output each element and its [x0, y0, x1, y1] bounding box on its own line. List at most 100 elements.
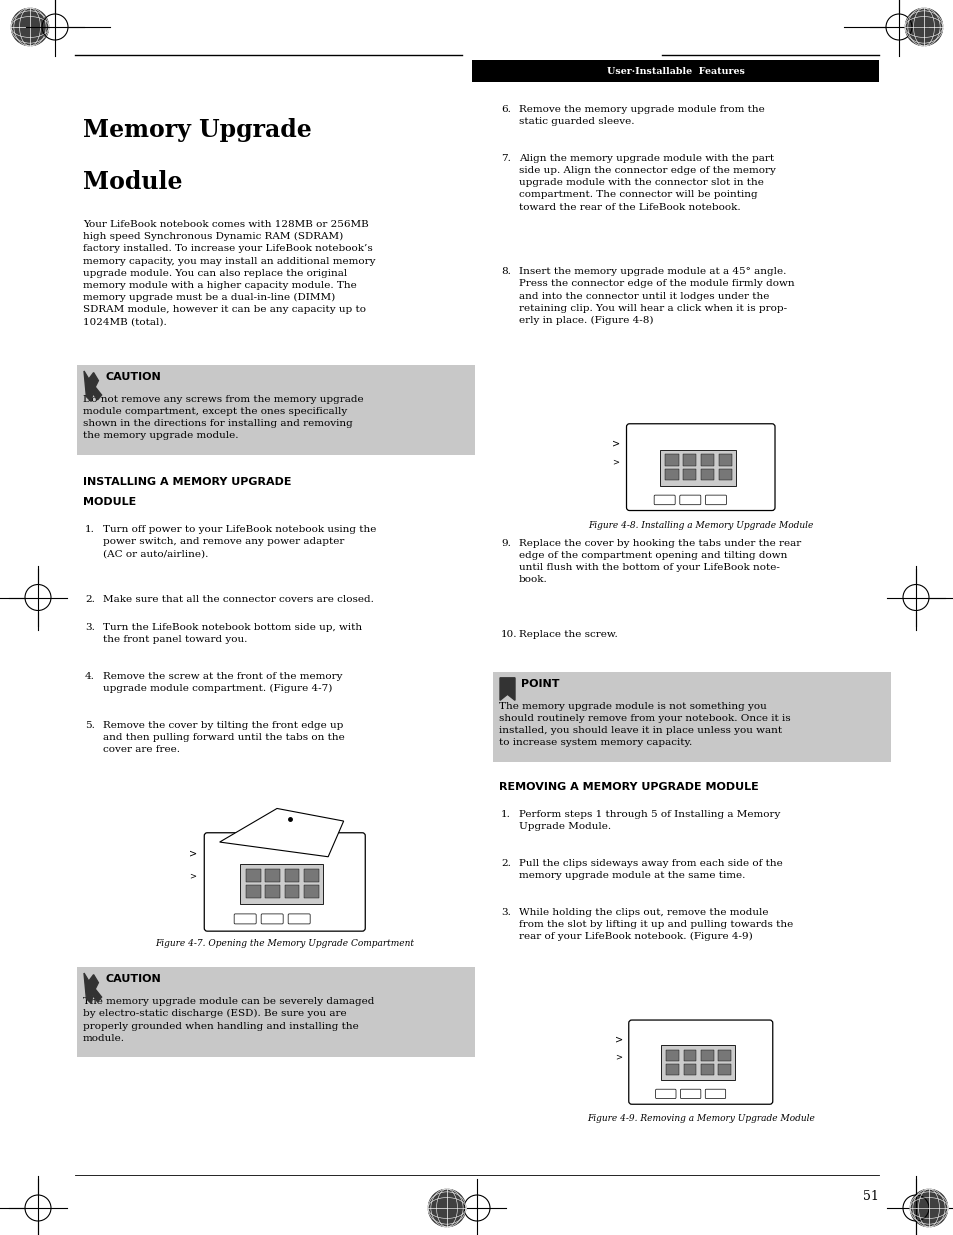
Text: 6.: 6.: [500, 105, 511, 114]
Bar: [664, 469, 678, 480]
Bar: [265, 869, 279, 882]
Text: Insert the memory upgrade module at a 45° angle.
Press the connector edge of the: Insert the memory upgrade module at a 45…: [518, 267, 794, 325]
Text: INSTALLING A MEMORY UPGRADE: INSTALLING A MEMORY UPGRADE: [83, 477, 292, 487]
Text: Memory Upgrade: Memory Upgrade: [83, 119, 312, 142]
Text: >: >: [615, 1052, 621, 1062]
Text: Turn the LifeBook notebook bottom side up, with
the front panel toward you.: Turn the LifeBook notebook bottom side u…: [103, 622, 362, 643]
FancyBboxPatch shape: [704, 495, 725, 505]
Text: 5.: 5.: [85, 721, 94, 730]
Text: >: >: [189, 848, 196, 858]
Text: Remove the screw at the front of the memory
upgrade module compartment. (Figure : Remove the screw at the front of the mem…: [103, 672, 342, 693]
Circle shape: [428, 1189, 465, 1228]
FancyBboxPatch shape: [628, 1020, 772, 1104]
Text: The memory upgrade module can be severely damaged
by electro-static discharge (E: The memory upgrade module can be severel…: [83, 997, 374, 1042]
Text: Perform steps 1 through 5 of Installing a Memory
Upgrade Module.: Perform steps 1 through 5 of Installing …: [518, 810, 780, 831]
FancyBboxPatch shape: [659, 450, 735, 485]
Text: Figure 4-8. Installing a Memory Upgrade Module: Figure 4-8. Installing a Memory Upgrade …: [587, 520, 813, 530]
Polygon shape: [84, 973, 101, 1004]
Text: Your LifeBook notebook comes with 128MB or 256MB
high speed Synchronous Dynamic : Your LifeBook notebook comes with 128MB …: [83, 220, 375, 326]
FancyBboxPatch shape: [704, 1089, 725, 1099]
FancyBboxPatch shape: [493, 672, 890, 762]
Bar: [700, 1063, 713, 1074]
Polygon shape: [84, 370, 101, 401]
Text: While holding the clips out, remove the module
from the slot by lifting it up an: While holding the clips out, remove the …: [518, 908, 792, 941]
Bar: [265, 885, 279, 898]
Text: 9.: 9.: [500, 538, 511, 547]
FancyBboxPatch shape: [240, 864, 323, 904]
FancyBboxPatch shape: [233, 914, 256, 924]
Bar: [718, 454, 731, 466]
Bar: [246, 885, 260, 898]
FancyBboxPatch shape: [626, 424, 774, 510]
Bar: [284, 869, 299, 882]
Text: >: >: [615, 1035, 622, 1045]
Bar: [284, 885, 299, 898]
Text: Figure 4-9. Removing a Memory Upgrade Module: Figure 4-9. Removing a Memory Upgrade Mo…: [586, 1114, 814, 1123]
Text: User·Installable  Features: User·Installable Features: [606, 67, 743, 75]
Bar: [304, 869, 318, 882]
Circle shape: [909, 1189, 947, 1228]
Bar: [718, 1063, 730, 1074]
Text: >: >: [612, 438, 619, 448]
Bar: [700, 454, 714, 466]
FancyBboxPatch shape: [655, 1089, 676, 1099]
Bar: [718, 1050, 730, 1061]
Bar: [665, 1063, 679, 1074]
FancyBboxPatch shape: [288, 914, 310, 924]
Text: 1.: 1.: [500, 810, 511, 819]
Text: CAUTION: CAUTION: [105, 974, 161, 984]
Text: >: >: [612, 457, 618, 467]
Text: CAUTION: CAUTION: [105, 372, 161, 382]
FancyBboxPatch shape: [77, 366, 475, 454]
Text: Pull the clips sideways away from each side of the
memory upgrade module at the : Pull the clips sideways away from each s…: [518, 858, 781, 879]
Text: MODULE: MODULE: [83, 496, 136, 508]
Text: Replace the cover by hooking the tabs under the rear
edge of the compartment ope: Replace the cover by hooking the tabs un…: [518, 538, 801, 584]
Circle shape: [904, 7, 942, 46]
FancyBboxPatch shape: [679, 1089, 700, 1099]
FancyBboxPatch shape: [261, 914, 283, 924]
Text: 3.: 3.: [500, 908, 511, 916]
FancyBboxPatch shape: [204, 832, 365, 931]
Text: Remove the memory upgrade module from the
static guarded sleeve.: Remove the memory upgrade module from th…: [518, 105, 764, 126]
Text: 1.: 1.: [85, 525, 94, 534]
Text: 2.: 2.: [85, 595, 94, 604]
Bar: [246, 869, 260, 882]
Text: 51: 51: [862, 1191, 878, 1203]
Bar: [682, 1050, 696, 1061]
Text: 3.: 3.: [85, 622, 94, 632]
FancyBboxPatch shape: [654, 495, 675, 505]
Bar: [700, 1050, 713, 1061]
Text: 4.: 4.: [85, 672, 94, 680]
Bar: [304, 885, 318, 898]
Polygon shape: [219, 809, 343, 857]
Text: Module: Module: [83, 170, 182, 194]
Text: Make sure that all the connector covers are closed.: Make sure that all the connector covers …: [103, 595, 374, 604]
Bar: [700, 469, 714, 480]
Text: 8.: 8.: [500, 267, 511, 277]
Text: 10.: 10.: [500, 630, 517, 640]
Text: The memory upgrade module is not something you
should routinely remove from your: The memory upgrade module is not somethi…: [498, 701, 790, 747]
FancyBboxPatch shape: [77, 967, 475, 1057]
Text: Turn off power to your LifeBook notebook using the
power switch, and remove any : Turn off power to your LifeBook notebook…: [103, 525, 376, 558]
Text: Replace the screw.: Replace the screw.: [518, 630, 618, 640]
Polygon shape: [499, 678, 515, 700]
Text: >: >: [189, 871, 195, 881]
Bar: [682, 469, 696, 480]
Text: Remove the cover by tilting the front edge up
and then pulling forward until the: Remove the cover by tilting the front ed…: [103, 721, 344, 755]
FancyBboxPatch shape: [679, 495, 700, 505]
Bar: [664, 454, 678, 466]
Text: POINT: POINT: [520, 679, 558, 689]
Text: Figure 4-7. Opening the Memory Upgrade Compartment: Figure 4-7. Opening the Memory Upgrade C…: [155, 939, 414, 948]
Text: REMOVING A MEMORY UPGRADE MODULE: REMOVING A MEMORY UPGRADE MODULE: [498, 782, 758, 792]
Bar: [665, 1050, 679, 1061]
Text: 2.: 2.: [500, 858, 511, 868]
Text: Do not remove any screws from the memory upgrade
module compartment, except the : Do not remove any screws from the memory…: [83, 395, 363, 441]
Text: Align the memory upgrade module with the part
side up. Align the connector edge : Align the memory upgrade module with the…: [518, 154, 775, 211]
Bar: [682, 1063, 696, 1074]
Bar: [718, 469, 731, 480]
Circle shape: [11, 7, 49, 46]
Text: 7.: 7.: [500, 154, 511, 163]
FancyBboxPatch shape: [660, 1045, 734, 1081]
Bar: [682, 454, 696, 466]
FancyBboxPatch shape: [472, 61, 878, 82]
